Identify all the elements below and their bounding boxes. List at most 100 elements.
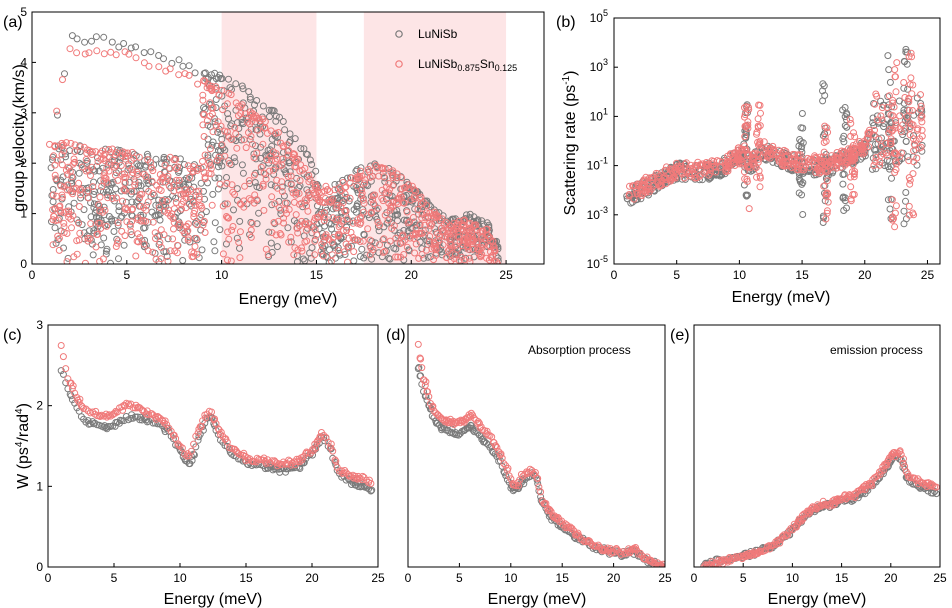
data-point — [896, 447, 904, 455]
data-point — [168, 210, 176, 218]
data-point — [259, 140, 267, 148]
data-point — [724, 159, 732, 167]
data-point — [216, 71, 224, 79]
data-point — [681, 160, 689, 168]
data-point — [285, 139, 293, 146]
data-point — [225, 214, 232, 222]
data-point — [796, 158, 804, 166]
data-point — [180, 161, 188, 168]
data-point — [358, 192, 366, 200]
data-point — [77, 185, 85, 193]
data-point — [128, 187, 136, 195]
data-point — [280, 192, 288, 200]
data-point — [889, 216, 896, 224]
data-point — [166, 153, 174, 161]
data-point — [848, 157, 856, 165]
y-tick-label: 3 — [36, 318, 43, 332]
data-point — [76, 395, 84, 403]
data-point — [96, 193, 104, 201]
data-point — [311, 251, 319, 259]
data-point — [55, 246, 63, 254]
data-point — [108, 215, 116, 223]
data-point — [292, 188, 300, 196]
data-point — [879, 150, 887, 158]
x-tick-label: 25 — [499, 268, 513, 282]
x-tick-label: 20 — [858, 268, 872, 282]
data-point — [263, 129, 271, 137]
data-point — [350, 182, 358, 190]
data-point — [179, 227, 187, 235]
data-point — [163, 155, 171, 163]
data-point — [885, 66, 893, 74]
data-point — [917, 143, 925, 151]
data-point — [174, 163, 182, 171]
data-point — [900, 84, 908, 92]
data-point — [245, 195, 253, 203]
data-point — [704, 162, 712, 170]
data-point — [73, 35, 81, 43]
data-point — [779, 532, 786, 540]
data-point — [884, 196, 892, 204]
data-point — [802, 162, 810, 170]
data-point — [210, 238, 218, 246]
data-point — [745, 163, 752, 171]
data-point — [81, 50, 89, 58]
data-point — [876, 158, 884, 166]
data-point — [287, 172, 295, 180]
data-point — [84, 146, 91, 154]
data-point — [619, 548, 627, 556]
data-point — [918, 118, 926, 126]
data-point — [215, 91, 223, 99]
data-point — [895, 97, 903, 105]
data-point — [132, 54, 140, 62]
x-axis-label: Energy (meV) — [239, 291, 338, 308]
data-point — [100, 172, 108, 180]
data-point — [76, 148, 84, 156]
data-point — [928, 482, 936, 490]
data-point — [686, 172, 694, 180]
data-point — [869, 154, 877, 162]
data-point — [877, 112, 885, 120]
data-point — [368, 208, 375, 216]
data-point — [164, 175, 172, 183]
data-point — [411, 205, 419, 213]
data-point — [192, 234, 200, 242]
data-point — [799, 124, 807, 132]
data-point — [147, 48, 155, 56]
data-point — [315, 225, 323, 233]
data-point — [303, 237, 311, 245]
x-tick-label: 20 — [405, 268, 419, 282]
data-point — [140, 59, 148, 67]
data-point — [89, 183, 97, 191]
data-point — [824, 198, 832, 206]
data-point — [263, 156, 271, 164]
data-point — [120, 173, 128, 181]
data-point — [90, 178, 98, 186]
data-point — [92, 407, 100, 415]
data-point — [741, 104, 748, 112]
data-point — [201, 151, 209, 159]
data-point — [192, 188, 200, 195]
data-point — [859, 142, 867, 150]
data-point — [156, 238, 164, 246]
data-point — [322, 195, 329, 202]
data-point — [762, 546, 770, 554]
data-point — [421, 200, 429, 208]
data-point — [337, 208, 345, 215]
data-point — [339, 199, 347, 207]
data-point — [314, 437, 322, 445]
data-point — [732, 149, 740, 157]
plot-frame — [31, 11, 545, 265]
data-point — [341, 195, 349, 203]
data-point — [181, 236, 189, 244]
y-axis-label-close: ) — [15, 403, 32, 408]
data-point — [345, 234, 353, 242]
data-point — [909, 121, 917, 129]
data-point — [236, 228, 244, 236]
data-point — [209, 128, 217, 136]
data-point — [470, 222, 478, 229]
data-point — [795, 142, 803, 150]
data-point — [156, 203, 164, 211]
axis-ticks: 0 5 10 15 20 25 10-5 10-3 10-1 101 103 105 — [587, 8, 935, 282]
data-point — [745, 103, 752, 111]
